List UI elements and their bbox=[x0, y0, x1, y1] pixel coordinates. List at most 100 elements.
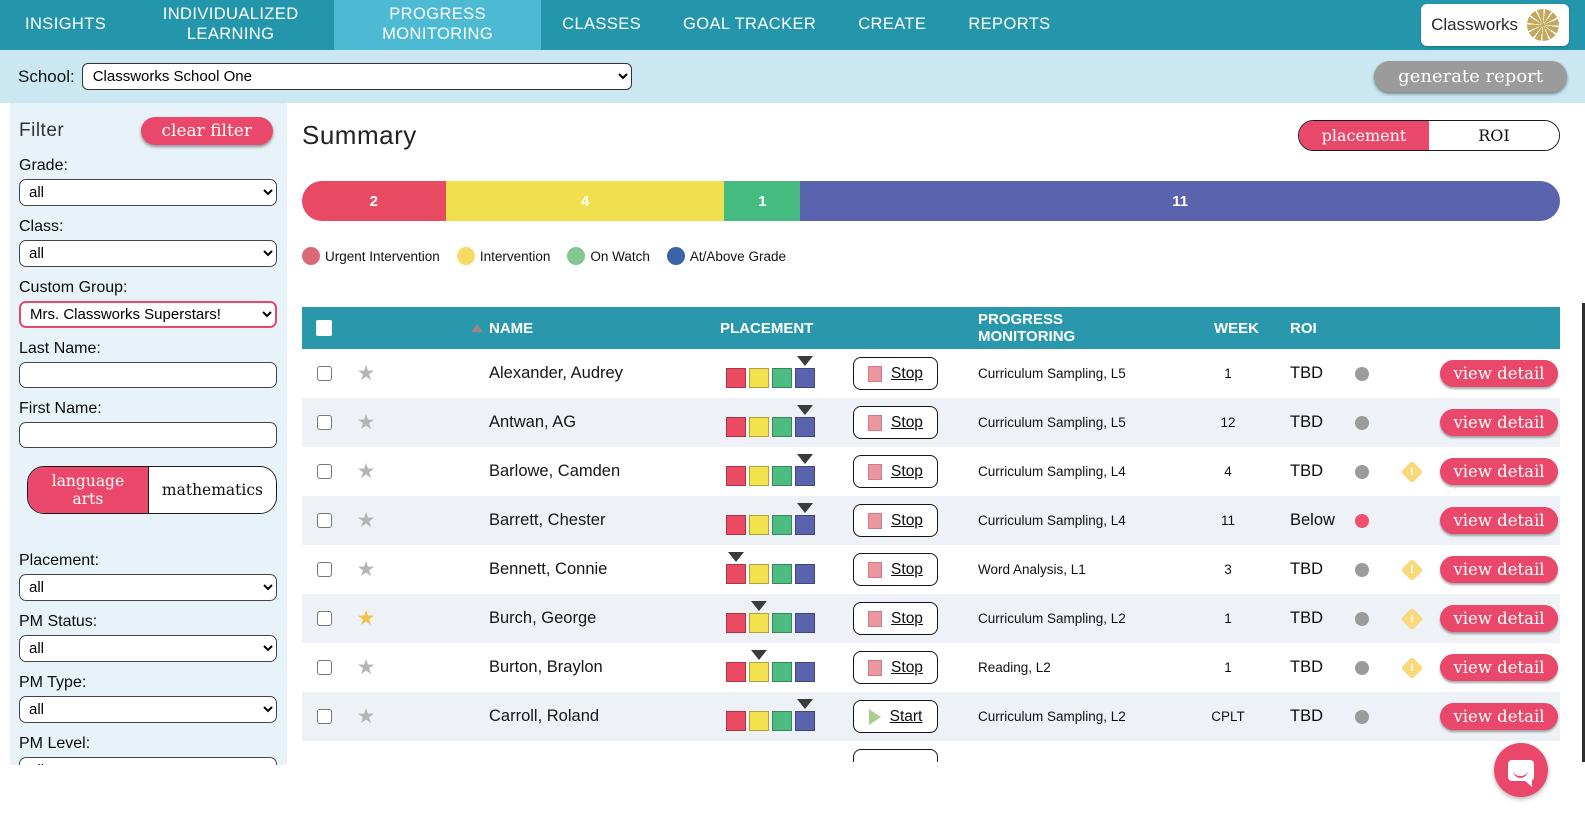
placement-square bbox=[749, 564, 769, 584]
action-icon bbox=[868, 610, 883, 627]
legend-label: At/Above Grade bbox=[689, 248, 786, 264]
view-detail-button[interactable]: view detail bbox=[1440, 360, 1558, 387]
placement-square bbox=[749, 662, 769, 682]
subject-toggle-mathematics[interactable]: mathematics bbox=[147, 467, 276, 513]
placement-square bbox=[772, 613, 792, 633]
student-name: Burton, Braylon bbox=[489, 658, 603, 676]
nav-tab[interactable]: CLASSES bbox=[541, 0, 662, 50]
placement-square bbox=[795, 613, 815, 633]
school-select[interactable]: Classworks School One bbox=[81, 63, 632, 90]
summary-bar-segment: 2 bbox=[302, 181, 446, 221]
generate-report-button[interactable]: generate report bbox=[1374, 61, 1567, 92]
header-progress-monitoring: PROGRESS MONITORING bbox=[978, 310, 1076, 345]
placement-square bbox=[749, 515, 769, 535]
first-name-input[interactable] bbox=[19, 422, 277, 448]
nav-tab[interactable]: PROGRESS MONITORING bbox=[334, 0, 542, 50]
action-button[interactable]: Stop bbox=[853, 406, 938, 439]
row-checkbox[interactable] bbox=[316, 464, 332, 479]
action-button-partial[interactable] bbox=[853, 749, 938, 762]
placement-square bbox=[772, 564, 792, 584]
placement-square bbox=[772, 515, 792, 535]
row-checkbox[interactable] bbox=[316, 660, 332, 675]
roi-value: TBD bbox=[1290, 364, 1323, 382]
row-checkbox[interactable] bbox=[316, 415, 332, 430]
placement-indicator bbox=[702, 552, 834, 584]
chat-launcher-button[interactable] bbox=[1494, 743, 1548, 797]
top-nav: INSIGHTS INDIVIDUALIZED LEARNING PROGRES… bbox=[0, 0, 1585, 50]
nav-tab[interactable]: CREATE bbox=[837, 0, 947, 50]
class-select[interactable]: all bbox=[19, 240, 277, 267]
pm-level-label: PM Level: bbox=[19, 735, 91, 752]
star-icon[interactable]: ★ bbox=[356, 607, 376, 630]
table-row: ★ Barrett, Chester Stop Curriculum Sampl… bbox=[302, 496, 1560, 545]
view-detail-button[interactable]: view detail bbox=[1440, 654, 1558, 681]
view-detail-button[interactable]: view detail bbox=[1440, 703, 1558, 730]
action-button[interactable]: Stop bbox=[853, 504, 938, 537]
star-icon[interactable]: ★ bbox=[356, 411, 376, 434]
roi-status-dot-icon bbox=[1355, 464, 1369, 479]
legend-dot-icon bbox=[567, 247, 586, 265]
view-detail-button[interactable]: view detail bbox=[1440, 556, 1558, 583]
progress-monitoring-value: Curriculum Sampling, L2 bbox=[978, 611, 1126, 626]
subject-toggle-language-arts[interactable]: language arts bbox=[28, 467, 148, 513]
toggle-roi[interactable]: ROI bbox=[1429, 121, 1559, 150]
action-button[interactable]: Stop bbox=[853, 357, 938, 390]
progress-monitoring-value: Reading, L2 bbox=[978, 660, 1051, 675]
placement-square bbox=[749, 711, 769, 731]
view-detail-button[interactable]: view detail bbox=[1440, 605, 1558, 632]
star-icon[interactable]: ★ bbox=[356, 558, 376, 581]
star-icon[interactable]: ★ bbox=[356, 656, 376, 679]
pm-type-select[interactable]: all bbox=[19, 696, 277, 723]
action-icon bbox=[868, 708, 881, 725]
placement-square bbox=[726, 564, 746, 584]
summary-bar-count: 1 bbox=[758, 192, 767, 210]
custom-group-select[interactable]: Mrs. Classworks Superstars! bbox=[19, 301, 277, 328]
roi-status-dot-icon bbox=[1355, 660, 1369, 675]
table-row: ★ Burton, Braylon Stop Reading, L2 1 TBD… bbox=[302, 643, 1560, 692]
action-button[interactable]: Stop bbox=[853, 553, 938, 586]
pm-level-select[interactable]: all bbox=[19, 757, 277, 765]
toggle-placement[interactable]: placement bbox=[1299, 121, 1429, 150]
table-scrollbar[interactable] bbox=[1582, 303, 1585, 762]
star-icon[interactable]: ★ bbox=[356, 509, 376, 532]
placement-square bbox=[726, 368, 746, 388]
action-button[interactable]: Start bbox=[853, 700, 938, 733]
roi-value: TBD bbox=[1290, 413, 1323, 431]
row-checkbox[interactable] bbox=[316, 611, 332, 626]
action-button[interactable]: Stop bbox=[853, 455, 938, 488]
action-button[interactable]: Stop bbox=[853, 602, 938, 635]
grade-select[interactable]: all bbox=[19, 179, 277, 206]
row-checkbox[interactable] bbox=[316, 513, 332, 528]
summary-stacked-bar: 2 4 1 11 bbox=[302, 181, 1560, 221]
nav-tab-label: INDIVIDUALIZED LEARNING bbox=[162, 5, 299, 43]
last-name-label: Last Name: bbox=[19, 340, 101, 357]
nav-tab[interactable]: REPORTS bbox=[947, 0, 1071, 50]
placement-square bbox=[726, 711, 746, 731]
school-bar: School: Classworks School One generate r… bbox=[0, 50, 1585, 103]
star-icon[interactable]: ★ bbox=[356, 460, 376, 483]
action-button[interactable]: Stop bbox=[853, 651, 938, 684]
star-icon[interactable]: ★ bbox=[356, 705, 376, 728]
select-all-checkbox[interactable] bbox=[316, 320, 332, 336]
nav-tab[interactable]: GOAL TRACKER bbox=[662, 0, 837, 50]
last-name-input[interactable] bbox=[19, 362, 277, 388]
progress-monitoring-value: Curriculum Sampling, L2 bbox=[978, 709, 1126, 724]
view-detail-button[interactable]: view detail bbox=[1440, 409, 1558, 436]
view-detail-button[interactable]: view detail bbox=[1440, 458, 1558, 485]
view-detail-button[interactable]: view detail bbox=[1440, 507, 1558, 534]
row-checkbox[interactable] bbox=[316, 366, 332, 381]
placement-select[interactable]: all bbox=[19, 574, 277, 601]
pm-status-select[interactable]: all bbox=[19, 635, 277, 662]
row-checkbox[interactable] bbox=[316, 709, 332, 724]
clear-filter-button[interactable]: clear filter bbox=[140, 117, 273, 145]
summary-title: Summary bbox=[302, 120, 417, 150]
summary-bar-count: 4 bbox=[580, 192, 590, 210]
table-row: ★ Alexander, Audrey Stop Curriculum Samp… bbox=[302, 349, 1560, 398]
nav-tab[interactable]: INSIGHTS bbox=[4, 0, 127, 50]
students-table: NAME PLACEMENT PROGRESS MONITORING WEEK … bbox=[302, 307, 1560, 762]
header-name[interactable]: NAME bbox=[386, 320, 702, 337]
nav-tab-label: CREATE bbox=[858, 15, 927, 34]
star-icon[interactable]: ★ bbox=[356, 362, 376, 385]
row-checkbox[interactable] bbox=[316, 562, 332, 577]
nav-tab[interactable]: INDIVIDUALIZED LEARNING bbox=[127, 0, 334, 50]
